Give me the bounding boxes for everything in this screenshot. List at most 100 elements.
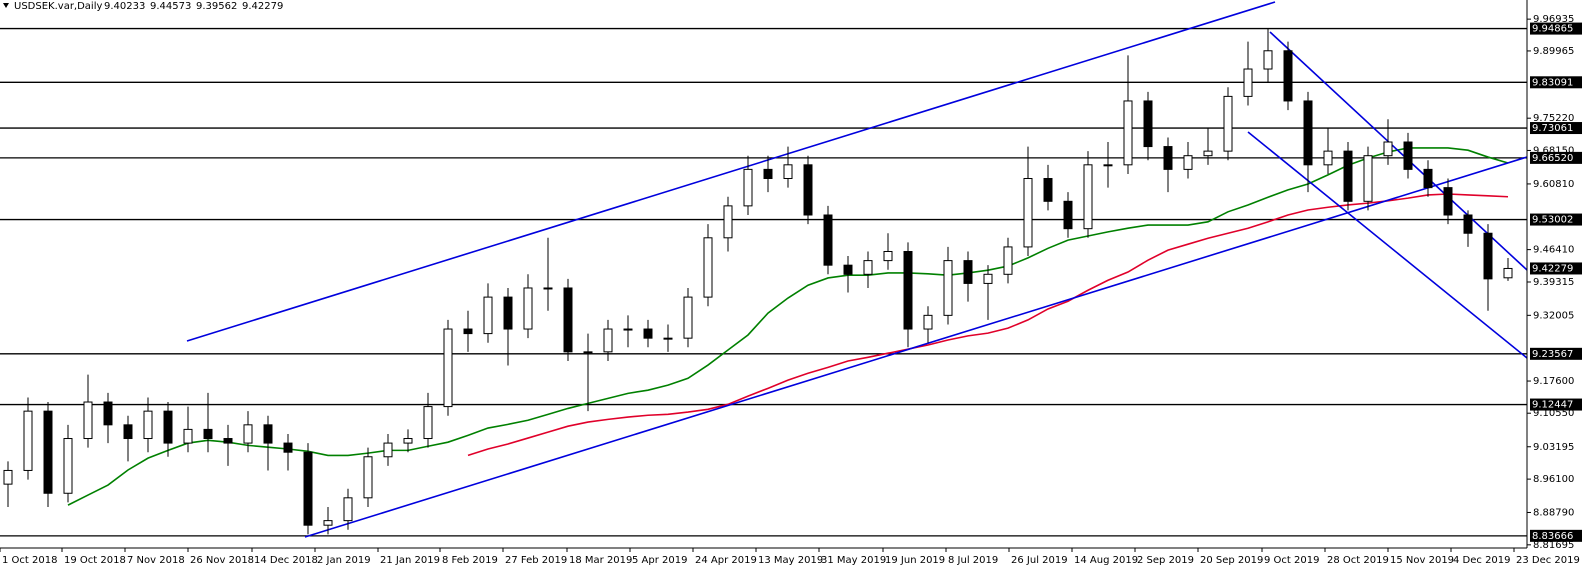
y-tick-label: 8.96100 — [1533, 474, 1574, 485]
candle-body — [643, 328, 653, 339]
candle-body — [123, 424, 133, 440]
candle-body — [303, 451, 313, 526]
candle-body — [1143, 100, 1153, 148]
y-tick-label: 9.39315 — [1533, 277, 1574, 288]
x-tick-label: 31 May 2019 — [821, 555, 886, 566]
price-label: 9.53002 — [1532, 215, 1573, 226]
candle-body — [323, 520, 333, 526]
price-label: 9.12447 — [1532, 400, 1573, 411]
y-tick-label: 9.46410 — [1533, 245, 1574, 256]
candle-body — [1043, 178, 1053, 202]
candle-body — [1103, 164, 1113, 167]
x-tick-label: 2 Sep 2019 — [1137, 555, 1194, 566]
candle-body — [1503, 267, 1513, 279]
trend-lines — [186, 1, 1527, 538]
y-tick-label: 8.88790 — [1533, 507, 1574, 518]
candle-body — [1203, 150, 1213, 157]
y-tick-label: 9.03195 — [1533, 442, 1574, 453]
candle-body — [243, 424, 253, 444]
candle-body — [863, 260, 873, 275]
candle-body — [1243, 68, 1253, 97]
candle-body — [383, 442, 393, 458]
candle-body — [903, 250, 913, 330]
price-box — [1530, 262, 1582, 275]
candle-body — [1083, 164, 1093, 230]
x-tick-label: 14 Dec 2018 — [254, 555, 318, 566]
candle-body — [1343, 150, 1353, 202]
price-label: 9.66520 — [1532, 153, 1573, 164]
price-label: 9.94865 — [1532, 24, 1573, 35]
y-tick-label: 9.32005 — [1533, 310, 1574, 321]
candle-body — [283, 442, 293, 453]
y-tick-label: 9.17600 — [1533, 376, 1574, 387]
candle-body — [743, 168, 753, 207]
candle-body — [1463, 214, 1473, 234]
price-box — [1530, 22, 1582, 35]
open-value: 9.40233 — [104, 1, 145, 12]
candle-body — [923, 314, 933, 330]
candle-body — [663, 337, 673, 340]
candle-body — [1283, 50, 1293, 102]
candle-body — [83, 401, 93, 440]
candle-body — [483, 296, 493, 335]
x-tick-label: 7 Nov 2018 — [127, 555, 185, 566]
candle-body — [883, 250, 893, 262]
trend-line — [304, 156, 1527, 538]
candle-body — [963, 260, 973, 284]
candle-body — [1023, 178, 1033, 248]
candle-body — [63, 438, 73, 494]
candle-body — [563, 287, 573, 353]
trend-line — [1247, 131, 1527, 359]
candle-body — [403, 438, 413, 444]
x-tick-label: 24 Apr 2019 — [695, 555, 757, 566]
price-box — [1530, 151, 1582, 164]
candle-body — [763, 168, 773, 180]
x-tick-label: 26 Jul 2019 — [1011, 555, 1068, 566]
candle-body — [1423, 168, 1433, 189]
close-value: 9.42279 — [242, 1, 283, 12]
x-tick-label: 4 Dec 2019 — [1453, 555, 1511, 566]
low-value: 9.39562 — [196, 1, 237, 12]
x-tick-label: 27 Feb 2019 — [505, 555, 567, 566]
x-tick-label: 13 May 2019 — [758, 555, 823, 566]
candle-body — [783, 164, 793, 180]
x-tick-label: 5 Apr 2019 — [632, 555, 687, 566]
price-box — [1530, 529, 1582, 542]
candle-body — [103, 401, 113, 426]
x-tick-label: 21 Jan 2019 — [380, 555, 440, 566]
candle-body — [203, 428, 213, 440]
x-tick-label: 18 Mar 2019 — [569, 555, 632, 566]
candle-body — [343, 497, 353, 522]
candle-body — [1183, 155, 1193, 170]
candle-body — [1123, 100, 1133, 166]
candle-body — [1063, 200, 1073, 230]
price-box — [1530, 398, 1582, 411]
price-label: 9.23567 — [1532, 349, 1573, 360]
candle-body — [1363, 155, 1373, 202]
x-tick-label: 14 Aug 2019 — [1074, 555, 1138, 566]
candles — [3, 27, 1513, 535]
x-tick-label: 19 Oct 2018 — [64, 555, 126, 566]
x-tick-label: 9 Oct 2019 — [1264, 555, 1319, 566]
levels — [0, 27, 1527, 537]
x-tick-label: 1 Oct 2018 — [2, 555, 57, 566]
candle-body — [43, 410, 53, 494]
y-tick-label: 9.75220 — [1533, 113, 1574, 124]
x-tick-label: 20 Sep 2019 — [1200, 555, 1263, 566]
price-box — [1530, 76, 1582, 89]
candle-body — [463, 328, 473, 335]
price-box — [1530, 347, 1582, 360]
candle-body — [683, 296, 693, 339]
candle-body — [1223, 95, 1233, 152]
x-tick-label: 8 Jul 2019 — [948, 555, 998, 566]
menu-arrow[interactable] — [3, 3, 9, 8]
x-tick-label: 2 Jan 2019 — [317, 555, 371, 566]
candle-body — [1303, 100, 1313, 166]
price-box — [1530, 122, 1582, 135]
moving-average — [467, 193, 1509, 457]
candle-body — [1383, 141, 1393, 157]
candle-body — [523, 287, 533, 330]
candle-body — [443, 328, 453, 408]
